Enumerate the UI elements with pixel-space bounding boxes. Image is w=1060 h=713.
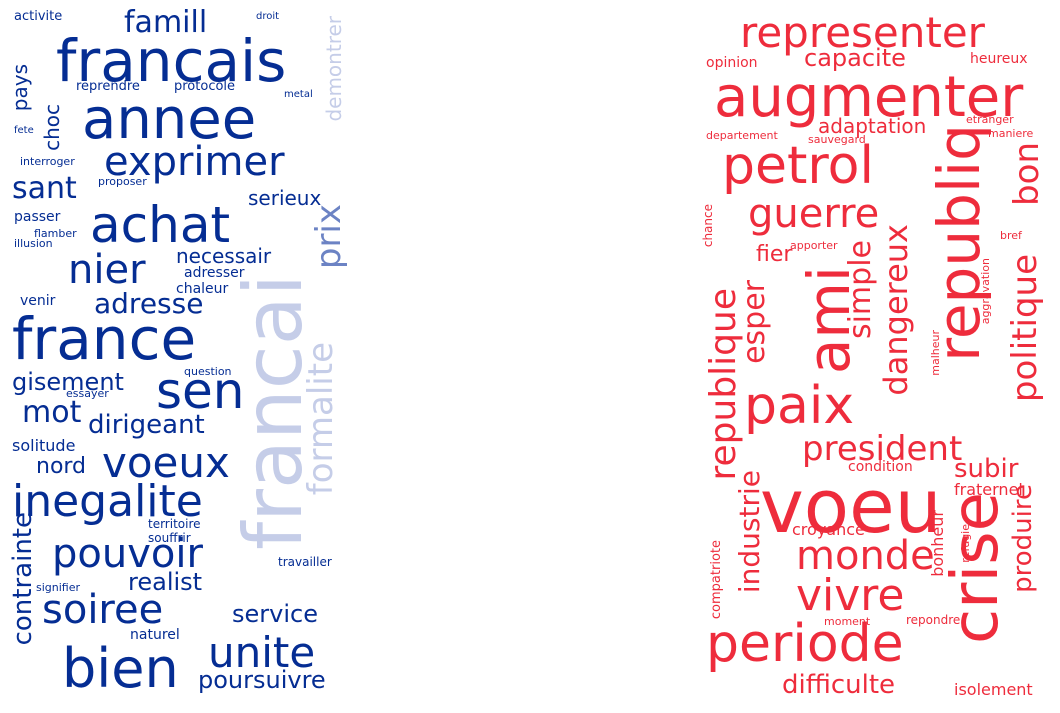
word-cloud-term: flamber [34,227,77,240]
word-cloud-term: nord [36,454,87,479]
word-cloud-term: soiree [42,587,164,633]
word-cloud-term: guerre [748,191,880,237]
word-cloud-term: metal [284,89,313,100]
word-cloud-term: reprendre [76,79,140,94]
word-cloud-term: prix [309,204,349,270]
word-cloud-term: inegalite [12,476,203,527]
word-cloud-term: question [184,365,232,378]
word-cloud-term: aggravation [979,258,992,325]
word-cloud-term: famill [124,5,208,40]
word-cloud-term: gisement [12,368,124,396]
word-cloud-term: moment [824,615,871,628]
word-cloud-term: etranger [966,113,1014,126]
word-cloud-term: voeux [102,438,230,487]
word-cloud-term: annee [82,87,257,152]
word-cloud-term: malheur [929,330,942,376]
word-cloud-term: territoire [148,517,201,531]
word-cloud-term: formalite [301,342,341,496]
word-cloud-term: ami [795,266,863,375]
word-cloud-term: departement [706,129,778,142]
word-cloud-term: poursuivre [198,666,326,694]
word-cloud-term: service [232,600,318,628]
word-cloud-term: nier [68,247,146,293]
word-cloud-term: france [12,305,197,373]
word-cloud-term: travailler [278,555,332,569]
word-cloud-term: sauvegard [808,133,866,146]
word-cloud-term: esper [737,280,772,364]
word-cloud-term: proposer [98,175,147,188]
word-cloud-term: repondre [906,613,961,627]
word-cloud-term: refugie [959,524,972,563]
word-cloud-term: adaptation [818,114,927,138]
word-cloud-term: necessair [176,244,272,268]
word-cloud-term: fraternel [954,480,1023,499]
word-cloud-term: monde [796,533,935,579]
word-cloud-term: pays [8,64,32,112]
word-cloud-term: apporter [790,239,838,252]
word-cloud-term: bien [62,637,179,700]
word-cloud-term: pouvoir [52,531,203,577]
word-cloud-term: fete [14,125,34,136]
word-cloud-term: condition [848,459,913,475]
word-cloud-term: politique [1005,254,1045,403]
word-cloud-term: produire [1008,484,1038,593]
word-cloud-term: vivre [796,570,905,621]
word-cloud-term: heureux [970,51,1028,67]
word-cloud-term: unite [208,628,316,677]
word-cloud-term: essayer [66,387,109,400]
word-cloud-term: bref [1000,229,1022,242]
word-cloud-term: subir [954,454,1019,484]
word-cloud-term: mot [22,395,82,430]
word-cloud-term: activite [14,9,63,24]
word-cloud-term: venir [20,293,56,309]
word-cloud-term: choc [40,104,64,151]
word-cloud-term: republique [703,288,744,481]
word-cloud-term: fier [756,242,793,267]
word-cloud-term: president [802,429,963,469]
word-cloud-term: periode [706,614,904,674]
word-cloud-term: representer [740,8,985,57]
word-cloud-term: passer [14,209,61,225]
word-cloud-term: augmenter [714,65,1024,130]
word-cloud-term: signifier [36,581,81,594]
word-cloud-term: sen [156,362,245,420]
word-cloud-term: opinion [706,55,758,71]
word-cloud-term: petrol [722,136,874,196]
word-cloud-term: chaleur [176,281,229,297]
word-cloud-term: republiq [925,124,993,362]
word-cloud-right: representer opinion capacite heureux augment… [700,4,1052,704]
word-cloud-term: croyance [792,520,865,539]
word-cloud-term: illusion [14,237,53,250]
word-cloud-term: solitude [12,436,76,455]
word-cloud-term: dangereux [877,224,915,396]
word-cloud-term: voeu [760,464,942,550]
word-cloud-term: isolement [954,680,1033,699]
word-cloud-term: compatriote [709,540,724,620]
word-cloud-term: capacite [804,44,906,72]
word-cloud-term: maniere [988,127,1034,140]
word-cloud-term: adresse [94,287,204,320]
word-cloud-term: paix [744,376,855,436]
word-cloud-term: contrainte [8,512,38,646]
word-cloud-term: chance [701,204,715,248]
word-cloud-term: protocole [174,79,236,94]
word-cloud-term: serieux [248,186,322,210]
word-cloud-term: francais [56,27,287,95]
word-cloud-term: demontrer [322,16,346,122]
word-cloud-term: souffrir [148,531,191,545]
word-cloud-term: adresser [184,265,245,281]
word-cloud-term: interroger [20,155,75,168]
word-cloud-term: bon [1007,142,1047,206]
word-cloud-term: difficulte [782,670,896,700]
word-cloud-term: dirigeant [88,410,205,440]
word-cloud-term: sant [12,171,77,206]
word-cloud-term: naturel [130,627,180,643]
word-cloud-term: exprimer [104,139,285,185]
word-cloud-term: droit [256,11,280,22]
word-cloud-term: realist [128,568,203,596]
word-cloud-left: activite droit famill francais demontrer pays… [6,4,358,704]
word-cloud-term: achat [90,196,231,254]
